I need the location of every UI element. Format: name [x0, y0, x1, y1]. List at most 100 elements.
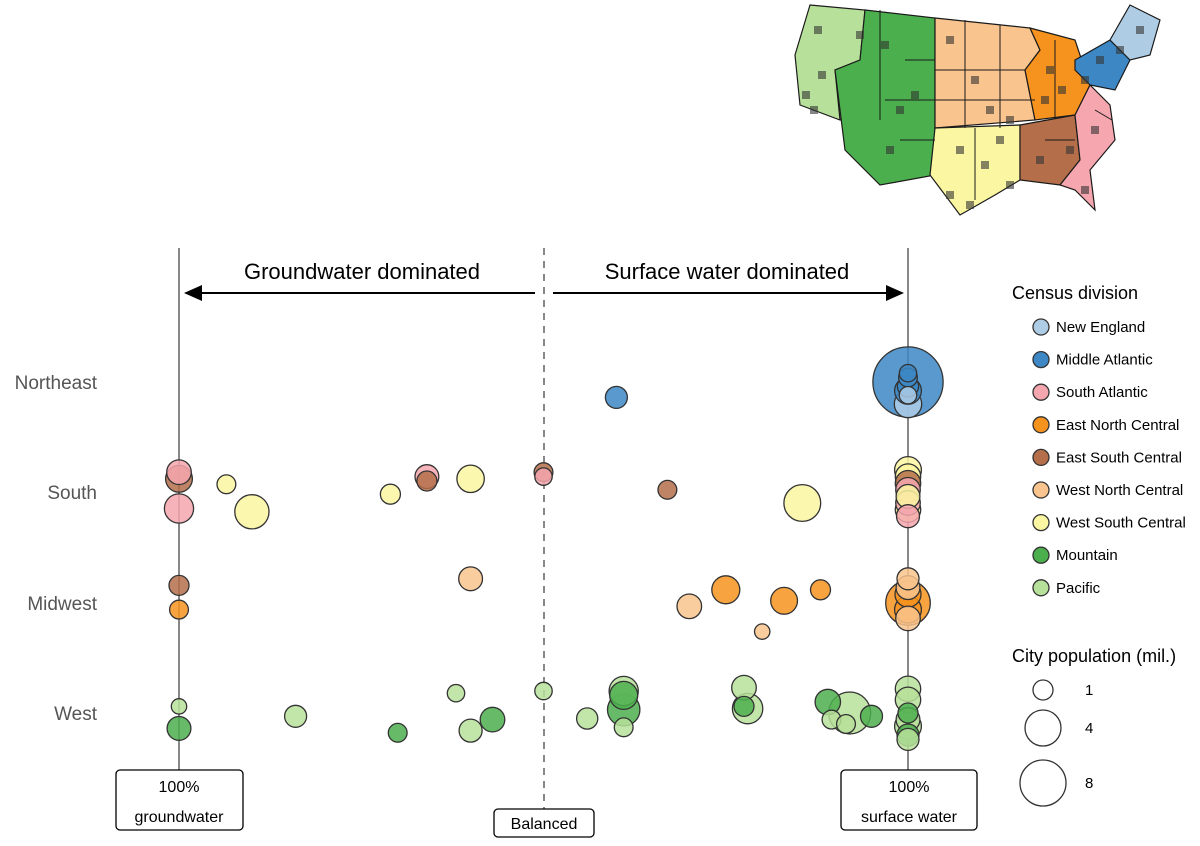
map-city-marker	[1006, 181, 1014, 189]
point-mountain	[897, 702, 919, 724]
point-middle-atlantic	[604, 385, 629, 410]
map-city-marker	[971, 76, 979, 84]
point-mountain	[166, 715, 192, 741]
legend-size-circle-4	[1024, 709, 1062, 747]
point-mountain	[733, 695, 755, 718]
map-city-marker	[981, 161, 989, 169]
point-east-north-central	[809, 579, 832, 601]
surface-water-dominated-label: Surface water dominated	[605, 259, 850, 284]
point-east-north-central	[168, 599, 190, 620]
map-city-marker	[1006, 116, 1014, 124]
map-city-marker	[810, 106, 818, 114]
map-city-marker	[856, 31, 864, 39]
surface-water-end-box: 100% surface water	[840, 769, 978, 831]
direction-arrows: Groundwater dominated Surface water domi…	[184, 259, 904, 301]
legend-label-south-atlantic: South Atlantic	[1056, 384, 1148, 401]
point-mountain	[479, 706, 506, 733]
point-west-north-central	[458, 566, 484, 592]
map-city-marker	[1066, 146, 1074, 154]
legend-swatch-south-atlantic	[1032, 383, 1050, 401]
balanced-box: Balanced	[493, 808, 595, 838]
legend-size-circle-1	[1032, 679, 1054, 701]
map-city-marker	[946, 36, 954, 44]
legend-label-east-north-central: East North Central	[1056, 417, 1179, 434]
point-west-north-central	[896, 567, 920, 591]
surface-water-box-line2: surface water	[861, 809, 958, 826]
point-pacific	[534, 681, 553, 701]
legend-label-new-england: New England	[1056, 319, 1145, 336]
groundwater-box-line1: 100%	[159, 779, 200, 796]
map-city-marker	[966, 201, 974, 209]
map-city-marker	[1116, 46, 1124, 54]
map-city-marker	[896, 106, 904, 114]
region-labels: Northeast South Midwest West	[15, 373, 98, 725]
point-pacific	[283, 704, 308, 728]
map-city-marker	[911, 91, 919, 99]
map-city-marker	[1081, 76, 1089, 84]
point-mountain	[859, 704, 884, 728]
point-east-south-central	[416, 470, 438, 492]
point-pacific	[835, 713, 857, 735]
legend-swatch-east-north-central	[1032, 416, 1050, 434]
map-city-marker	[802, 91, 810, 99]
point-south-atlantic	[166, 459, 192, 486]
data-points	[163, 346, 944, 752]
legend-swatch-east-south-central	[1032, 448, 1050, 467]
map-city-marker	[1046, 66, 1054, 74]
groundwater-end-box: 100% groundwater	[115, 769, 244, 831]
point-south-atlantic	[534, 467, 553, 486]
point-pacific	[896, 727, 920, 752]
legend-size-title: City population (mil.)	[1012, 646, 1176, 666]
legend-swatch-west-north-central	[1032, 481, 1050, 499]
legend-size-label-4: 4	[1085, 720, 1093, 737]
point-west-north-central	[676, 593, 703, 620]
point-west-north-central	[753, 623, 771, 640]
legend-swatch-pacific	[1032, 579, 1050, 597]
us-census-map	[794, 4, 1161, 216]
surface-water-box-line1: 100%	[889, 779, 930, 796]
point-new-england	[898, 385, 918, 405]
region-label-midwest: Midwest	[27, 594, 97, 615]
point-pacific	[170, 698, 188, 715]
map-city-marker	[1058, 86, 1066, 94]
map-city-marker	[996, 136, 1004, 144]
region-label-west: West	[54, 704, 98, 725]
map-city-marker	[1041, 96, 1049, 104]
groundwater-dominated-label: Groundwater dominated	[244, 259, 480, 284]
map-city-marker	[1036, 156, 1044, 164]
legend-size-label-8: 8	[1085, 775, 1093, 792]
point-east-south-central	[657, 479, 678, 500]
groundwater-box-line2: groundwater	[135, 809, 225, 826]
map-city-marker	[818, 71, 826, 79]
map-city-marker	[1096, 56, 1104, 64]
map-city-marker	[1091, 126, 1099, 134]
region-label-northeast: Northeast	[15, 373, 98, 394]
map-city-marker	[956, 146, 964, 154]
point-south-atlantic	[895, 504, 921, 529]
point-west-south-central	[234, 494, 270, 530]
region-label-south: South	[47, 483, 97, 504]
map-city-marker	[1081, 186, 1089, 194]
point-west-south-central	[456, 464, 485, 494]
point-south-atlantic	[163, 493, 195, 524]
legend-label-west-south-central: West South Central	[1056, 515, 1186, 532]
point-west-north-central	[895, 605, 921, 632]
point-pacific	[458, 718, 483, 743]
point-pacific	[575, 707, 599, 730]
legend-size-circle-8	[1019, 759, 1067, 807]
legend-swatch-mountain	[1032, 546, 1050, 564]
map-city-marker	[986, 106, 994, 114]
map-state-border	[1094, 109, 1113, 121]
legend-label-pacific: Pacific	[1056, 580, 1101, 597]
map-city-marker	[886, 146, 894, 154]
point-east-north-central	[770, 586, 799, 615]
map-region-south-atlantic	[1058, 83, 1116, 212]
map-city-marker	[881, 41, 889, 49]
legend-label-mountain: Mountain	[1056, 547, 1118, 564]
point-mountain	[609, 680, 639, 711]
legend-color-title: Census division	[1012, 283, 1138, 303]
point-west-south-central	[783, 483, 822, 523]
point-west-south-central	[216, 474, 237, 495]
legend-swatch-middle-atlantic	[1032, 350, 1050, 369]
